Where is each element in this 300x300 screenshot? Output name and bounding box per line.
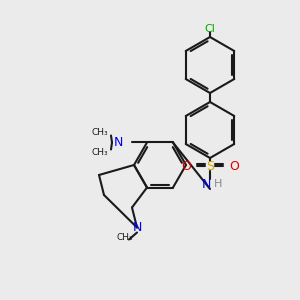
Text: Cl: Cl <box>205 24 215 34</box>
Text: O: O <box>181 160 191 172</box>
Text: S: S <box>206 160 214 172</box>
Text: CH₃: CH₃ <box>92 148 108 157</box>
Text: H: H <box>214 179 222 189</box>
Text: N: N <box>201 178 211 190</box>
Text: CH₃: CH₃ <box>117 233 133 242</box>
Text: N: N <box>113 136 123 149</box>
Text: O: O <box>229 160 239 172</box>
Text: N: N <box>132 221 142 234</box>
Text: CH₃: CH₃ <box>92 128 108 137</box>
